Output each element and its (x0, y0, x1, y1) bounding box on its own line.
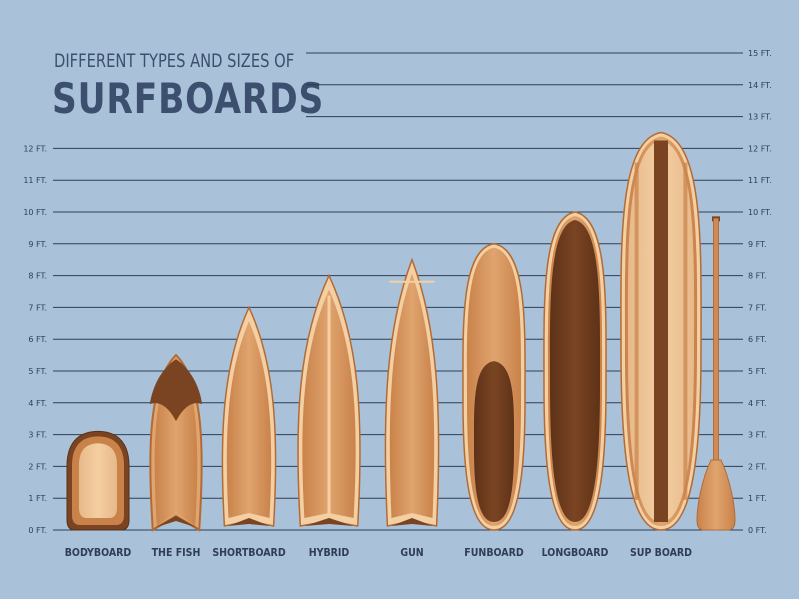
board-hybrid (297, 273, 361, 527)
right-tick-label: 15 FT. (748, 49, 772, 58)
left-tick-label: 12 FT. (23, 144, 47, 153)
board-the-fish (149, 353, 203, 532)
right-tick-label: 2 FT. (748, 462, 767, 471)
right-tick-label: 5 FT. (748, 367, 767, 376)
left-tick-label: 5 FT. (28, 367, 47, 376)
right-tick-label: 7 FT. (748, 303, 767, 312)
category-label-hybrid: HYBRID (309, 547, 350, 559)
left-tick-label: 2 FT. (28, 462, 47, 471)
sup-paddle (696, 216, 736, 531)
right-tick-label: 11 FT. (748, 176, 772, 185)
right-tick-label: 13 FT. (748, 113, 772, 122)
left-tick-label: 10 FT. (23, 208, 47, 217)
left-tick-label: 4 FT. (28, 399, 47, 408)
left-tick-label: 7 FT. (28, 303, 47, 312)
left-tick-label: 3 FT. (28, 431, 47, 440)
category-label-shortboard: SHORTBOARD (212, 547, 286, 559)
category-label-gun: GUN (400, 547, 423, 559)
board-gun (384, 257, 440, 527)
right-tick-label: 8 FT. (748, 272, 767, 281)
right-tick-label: 14 FT. (748, 81, 772, 90)
right-tick-label: 10 FT. (748, 208, 772, 217)
left-tick-label: 11 FT. (23, 176, 47, 185)
board-bodyboard (66, 430, 130, 531)
left-tick-label: 9 FT. (28, 240, 47, 249)
right-tick-label: 9 FT. (748, 240, 767, 249)
board-sup-board (620, 131, 702, 531)
right-tick-label: 12 FT. (748, 144, 772, 153)
left-tick-label: 0 FT. (28, 526, 47, 535)
right-tick-label: 6 FT. (748, 335, 767, 344)
board-shortboard (221, 305, 277, 527)
category-label-sup-board: SUP BOARD (630, 547, 692, 559)
category-label-longboard: LONGBOARD (542, 547, 609, 559)
left-tick-label: 1 FT. (28, 494, 47, 503)
right-tick-label: 1 FT. (748, 494, 767, 503)
right-tick-label: 3 FT. (748, 431, 767, 440)
category-label-the-fish: THE FISH (152, 547, 201, 559)
right-tick-label: 0 FT. (748, 526, 767, 535)
left-tick-label: 8 FT. (28, 272, 47, 281)
category-label-bodyboard: BODYBOARD (65, 547, 132, 559)
chart-subtitle: DIFFERENT TYPES AND SIZES OF (54, 50, 295, 72)
board-funboard (462, 243, 526, 531)
left-tick-label: 6 FT. (28, 335, 47, 344)
category-label-funboard: FUNBOARD (464, 547, 524, 559)
board-longboard (543, 211, 607, 531)
right-tick-label: 4 FT. (748, 399, 767, 408)
chart-title: SURFBOARDS (52, 74, 325, 123)
